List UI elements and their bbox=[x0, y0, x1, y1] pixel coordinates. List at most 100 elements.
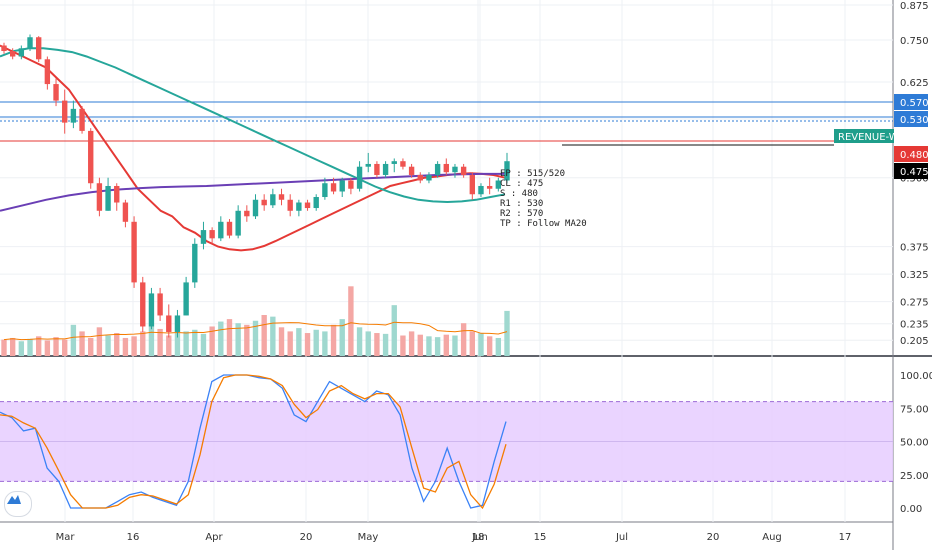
volume-bar bbox=[495, 337, 502, 356]
candle-body bbox=[460, 166, 467, 175]
candle-body bbox=[209, 230, 215, 239]
volume-bar bbox=[426, 336, 432, 356]
volume-bar bbox=[36, 336, 42, 356]
volume-bar bbox=[452, 335, 458, 356]
volume-bar bbox=[486, 336, 493, 356]
candle-body bbox=[261, 199, 267, 206]
volume-bar bbox=[460, 323, 467, 356]
volume-bar bbox=[62, 339, 68, 356]
volume-bar bbox=[443, 334, 449, 356]
symbol-tag-background bbox=[834, 129, 894, 143]
volume-bar bbox=[261, 315, 267, 356]
volume-average-line bbox=[3, 321, 508, 341]
volume-bar bbox=[174, 333, 181, 356]
volume-bar bbox=[244, 324, 250, 356]
candle-body bbox=[365, 163, 371, 167]
volume-bar bbox=[339, 319, 345, 356]
candle-body bbox=[486, 185, 493, 189]
candle-body bbox=[1, 45, 7, 52]
candle-body bbox=[270, 194, 276, 206]
volume-bar bbox=[322, 331, 328, 356]
moving-average-line bbox=[0, 47, 506, 204]
volume-bar bbox=[131, 336, 137, 356]
candle-body bbox=[18, 48, 25, 57]
x-tick-label: May bbox=[358, 532, 379, 543]
volume-bar bbox=[105, 335, 111, 356]
candle-body bbox=[382, 163, 389, 175]
candle-body bbox=[9, 51, 16, 57]
candle-body bbox=[96, 183, 103, 211]
volume-bar bbox=[122, 337, 129, 356]
volume-bar bbox=[374, 333, 380, 356]
candle-body bbox=[36, 37, 42, 60]
candle-body bbox=[44, 59, 51, 85]
candle-body bbox=[70, 108, 77, 123]
volume-bar bbox=[209, 326, 215, 356]
candle-body bbox=[434, 163, 441, 175]
candle-body bbox=[244, 210, 250, 217]
volume-bar bbox=[53, 337, 59, 356]
candle-body bbox=[348, 180, 354, 189]
volume-bar bbox=[1, 339, 7, 356]
annotation-line-1: EP : 515/520 bbox=[500, 169, 565, 179]
volume-bar bbox=[365, 331, 371, 356]
candle-body bbox=[226, 221, 233, 236]
y-tick-label: 0.375 bbox=[900, 243, 929, 254]
candle-body bbox=[200, 230, 207, 244]
price-tag-background bbox=[894, 111, 928, 127]
candle-body bbox=[426, 174, 432, 181]
symbol-tag: REVENUE-WA bbox=[834, 129, 905, 143]
candle-body bbox=[122, 202, 129, 222]
candle-body bbox=[183, 282, 189, 316]
volume-bar bbox=[79, 331, 85, 356]
candle-body bbox=[166, 315, 172, 332]
stochastic-tick-label: 0.00 bbox=[900, 504, 922, 515]
candles-layer bbox=[1, 34, 510, 338]
symbol-tag-label: REVENUE-WA bbox=[838, 132, 905, 143]
volume-bar bbox=[96, 327, 103, 356]
candle-body bbox=[313, 197, 319, 209]
x-tick-label: Aug bbox=[762, 532, 782, 543]
y-tick-label: 0.275 bbox=[900, 298, 929, 309]
candle-body bbox=[79, 108, 85, 131]
annotation-line-4: R1 : 530 bbox=[500, 199, 543, 209]
annotation-line-3: S : 480 bbox=[500, 189, 538, 199]
stochastic-line bbox=[0, 374, 507, 510]
price-tags-layer[interactable]: 0.570 0.530 0.480 0.475 bbox=[894, 94, 929, 179]
candle-body bbox=[296, 202, 302, 211]
volume-bar bbox=[9, 337, 16, 356]
volume-bar bbox=[88, 337, 94, 356]
volume-bar bbox=[44, 340, 51, 356]
y-tick-label: 0.325 bbox=[900, 270, 929, 281]
x-tick-label: Jun bbox=[471, 532, 488, 543]
candle-body bbox=[131, 221, 137, 283]
stochastic-tick-label: 25.00 bbox=[900, 471, 929, 482]
price-tag-background bbox=[894, 94, 928, 110]
volume-layer bbox=[1, 286, 510, 356]
volume-bar bbox=[478, 333, 484, 356]
price-tag-background bbox=[894, 163, 928, 179]
y-tick-label: 0.205 bbox=[900, 336, 929, 347]
logo-glyph-icon bbox=[7, 495, 21, 504]
volume-bar bbox=[504, 310, 510, 356]
stochastic-tick-label: 100.00 bbox=[900, 371, 932, 382]
volume-bar bbox=[148, 326, 155, 356]
candle-body bbox=[192, 243, 198, 283]
tradingview-logo-icon[interactable] bbox=[4, 491, 32, 517]
volume-bar bbox=[70, 324, 77, 356]
annotation-line-6: TP : Follow MA20 bbox=[500, 219, 587, 229]
volume-bar bbox=[18, 341, 25, 356]
volume-bar bbox=[235, 323, 241, 356]
candle-body bbox=[148, 293, 155, 327]
candle-body bbox=[452, 166, 458, 173]
candle-body bbox=[322, 183, 328, 198]
candle-body bbox=[174, 315, 181, 332]
candle-body bbox=[287, 199, 293, 211]
volume-bar bbox=[200, 333, 207, 356]
annotation-line-5: R2 : 570 bbox=[500, 209, 543, 219]
x-tick-label: 16 bbox=[127, 532, 140, 543]
volume-bar bbox=[400, 335, 406, 356]
x-tick-label: 17 bbox=[839, 532, 852, 543]
